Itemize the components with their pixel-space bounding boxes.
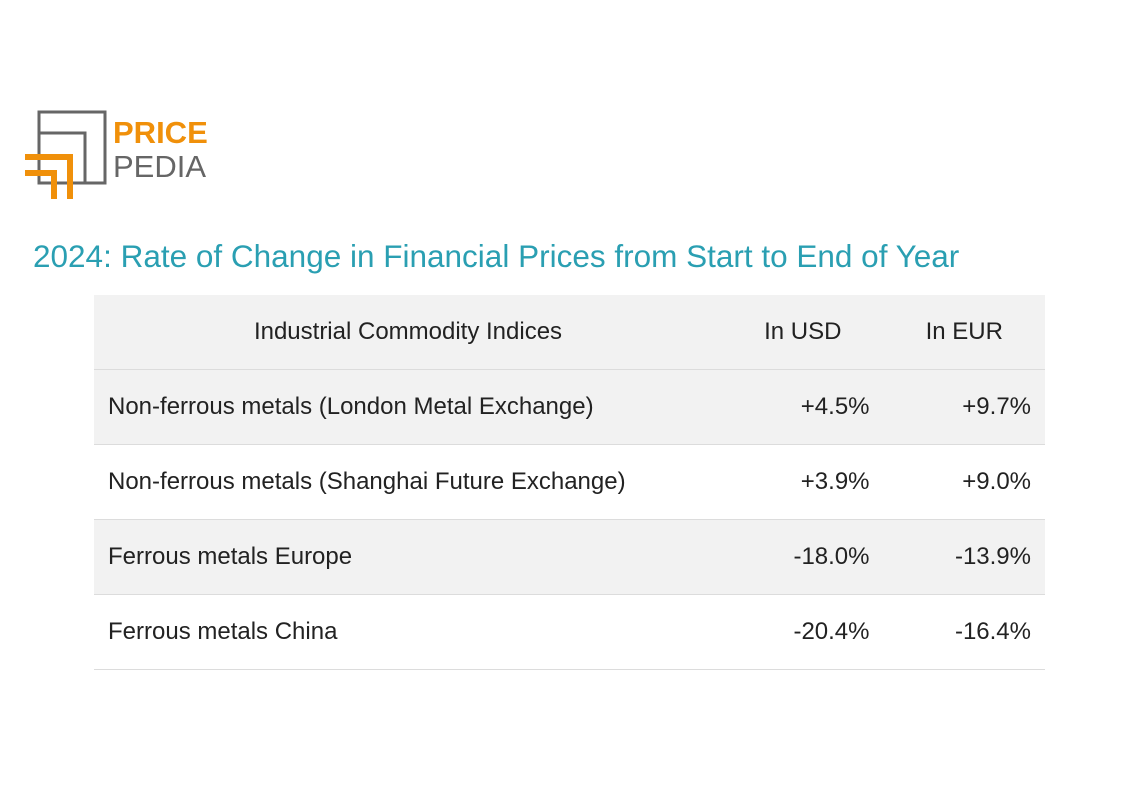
logo-inner xyxy=(39,131,87,183)
logo-text: PRICE xyxy=(113,115,208,150)
logo-bracket xyxy=(25,154,73,199)
row-label: Ferrous metals Europe xyxy=(94,519,722,595)
logo: PRICE PEDIA xyxy=(25,110,208,199)
row-label: Non-ferrous metals (London Metal Exchang… xyxy=(94,369,722,445)
logo-text: PEDIA xyxy=(113,149,206,184)
value-cell: +9.0% xyxy=(883,444,1045,520)
table-body: Non-ferrous metals (London Metal Exchang… xyxy=(94,369,1045,670)
header-cell: In EUR xyxy=(883,295,1045,370)
table-row: Ferrous metals China -20.4% -16.4% xyxy=(94,594,1045,670)
value-cell: +4.5% xyxy=(722,369,884,445)
title: 2024: Rate of Change in Financial Prices… xyxy=(33,238,960,274)
row-label: Non-ferrous metals (Shanghai Future Exch… xyxy=(94,444,722,520)
table: Industrial Commodity Indices In USD In E… xyxy=(94,295,1045,670)
header-cell: Industrial Commodity Indices xyxy=(94,295,722,370)
value-cell: +9.7% xyxy=(883,369,1045,445)
value-cell: -13.9% xyxy=(883,519,1045,595)
table-row: Non-ferrous metals (London Metal Exchang… xyxy=(94,369,1045,445)
header-row: Industrial Commodity Indices In USD In E… xyxy=(94,295,1045,370)
header-cell: In USD xyxy=(722,295,884,370)
table-row: Ferrous metals Europe -18.0% -13.9% xyxy=(94,519,1045,595)
table-row: Non-ferrous metals (Shanghai Future Exch… xyxy=(94,444,1045,520)
value-cell: -20.4% xyxy=(722,594,884,670)
row-label: Ferrous metals China xyxy=(94,594,722,670)
value-cell: +3.9% xyxy=(722,444,884,520)
value-cell: -18.0% xyxy=(722,519,884,595)
value-cell: -16.4% xyxy=(883,594,1045,670)
logo-bracket xyxy=(25,170,57,199)
